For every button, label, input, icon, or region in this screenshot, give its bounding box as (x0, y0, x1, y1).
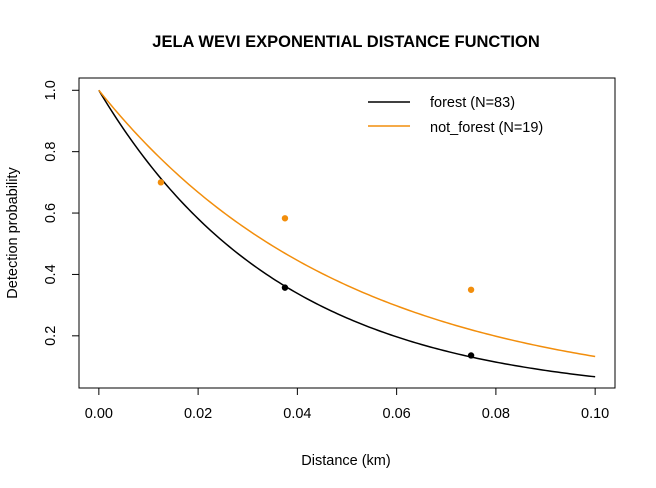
series-layer (98, 89, 596, 378)
x-tick-label: 0.00 (85, 406, 113, 422)
series-line-0 (98, 89, 596, 378)
x-tick-label: 0.02 (184, 406, 212, 422)
legend: forest (N=83) not_forest (N=19) (368, 95, 543, 136)
x-axis: 0.00 0.02 0.04 0.06 0.08 0.10 (85, 387, 609, 422)
y-tick-label: 0.2 (43, 326, 59, 346)
data-point-0 (467, 352, 475, 359)
x-tick-label: 0.04 (283, 406, 311, 422)
y-tick-label: 0.4 (43, 264, 59, 284)
legend-label-not-forest: not_forest (N=19) (430, 120, 543, 136)
y-axis: 0.2 0.4 0.6 0.8 1.0 (43, 80, 80, 346)
x-tick-label: 0.10 (581, 406, 609, 422)
y-tick-label: 0.6 (43, 203, 59, 223)
data-point-0 (281, 284, 289, 291)
series-line-1 (98, 89, 596, 358)
x-tick-label: 0.06 (383, 406, 411, 422)
x-axis-label: Distance (km) (301, 453, 390, 469)
chart-title: JELA WEVI EXPONENTIAL DISTANCE FUNCTION (152, 33, 539, 51)
data-point-1 (281, 215, 289, 222)
legend-label-forest: forest (N=83) (430, 95, 515, 111)
y-tick-label: 0.8 (43, 142, 59, 162)
y-axis-label: Detection probability (5, 167, 21, 299)
data-point-1 (467, 286, 475, 293)
y-tick-label: 1.0 (43, 80, 59, 100)
x-tick-label: 0.08 (482, 406, 510, 422)
data-point-1 (157, 179, 165, 186)
